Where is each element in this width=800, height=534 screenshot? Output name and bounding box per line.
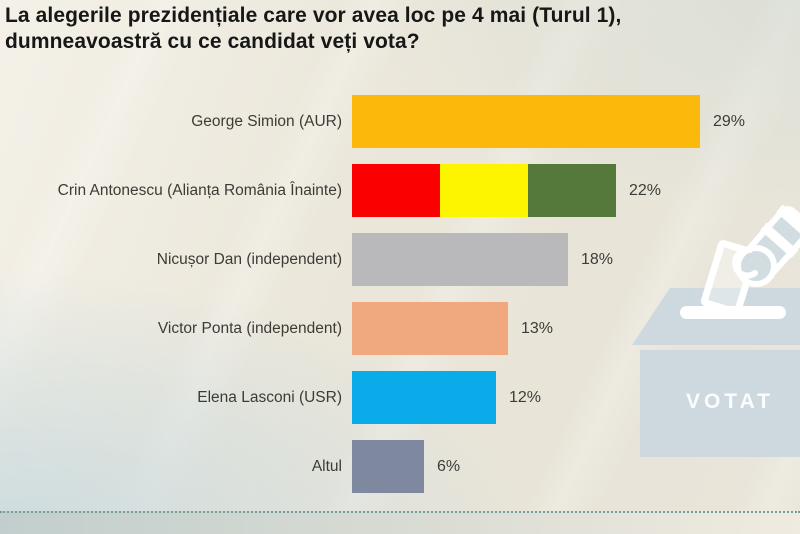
bar	[352, 233, 568, 286]
candidate-label: Victor Ponta (independent)	[157, 319, 342, 337]
chart-row: Elena Lasconi (USR) 12%	[0, 371, 800, 424]
footer-strip	[0, 511, 800, 534]
bar	[352, 302, 508, 355]
ballot-slot-icon	[680, 306, 786, 319]
bar-segment	[440, 164, 528, 217]
candidate-label: Elena Lasconi (USR)	[197, 388, 342, 406]
bar-segment	[352, 95, 700, 148]
bar	[352, 164, 616, 217]
votat-label: VOTAT	[685, 390, 775, 413]
bar	[352, 95, 700, 148]
page-title: La alegerile prezidențiale care vor avea…	[5, 4, 622, 53]
finger-curl-icon	[732, 247, 758, 279]
candidate-label: Altul	[311, 457, 342, 475]
ballot-box-body	[640, 350, 800, 457]
value-label: 12%	[509, 388, 542, 406]
candidate-label: Crin Antonescu (Alianța România Înainte)	[57, 181, 342, 199]
bar-segment	[352, 164, 440, 217]
chart-row: Crin Antonescu (Alianța România Înainte)…	[0, 164, 800, 217]
bar	[352, 371, 496, 424]
bar-segment	[352, 440, 424, 493]
chart-row: Nicușor Dan (independent) 18%	[0, 233, 800, 286]
chart-row: George Simion (AUR) 29%	[0, 95, 800, 148]
ballot-box-illustration	[632, 204, 800, 457]
value-label: 13%	[521, 319, 554, 337]
candidate-label: Nicușor Dan (independent)	[156, 250, 342, 268]
value-label: 6%	[437, 457, 461, 475]
candidate-label: George Simion (AUR)	[191, 112, 342, 130]
chart-row: Victor Ponta (independent) 13%	[0, 302, 800, 355]
bar-segment	[352, 233, 568, 286]
bar-segment	[528, 164, 616, 217]
value-label: 29%	[713, 112, 746, 130]
value-label: 22%	[629, 181, 662, 199]
bar-segment	[352, 302, 508, 355]
value-label: 18%	[581, 250, 614, 268]
chart-row: Altul 6%	[0, 440, 800, 493]
bar	[352, 440, 424, 493]
bar-segment	[352, 371, 496, 424]
